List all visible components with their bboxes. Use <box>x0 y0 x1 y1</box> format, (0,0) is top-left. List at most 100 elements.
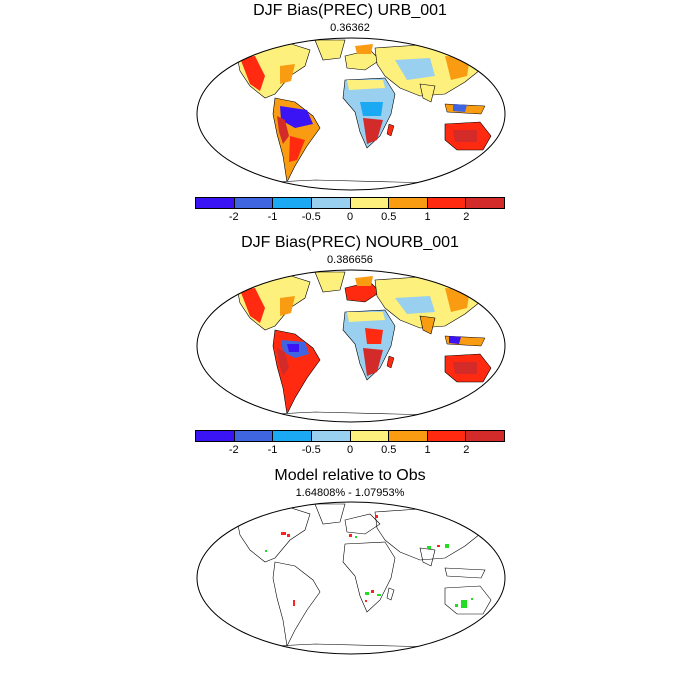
region-australia-center <box>453 130 477 142</box>
map-border <box>196 501 506 655</box>
marker-green <box>355 536 357 538</box>
panel-subtitle: 1.64808% - 1.07953% <box>295 487 405 499</box>
region-africa <box>342 309 396 381</box>
region-africa-south <box>363 118 383 144</box>
outline-europe <box>344 513 381 535</box>
outline-madagascar <box>386 587 395 601</box>
colorbar-tick: 1 <box>424 444 431 456</box>
marker-green <box>445 544 449 548</box>
marker-red <box>371 590 374 593</box>
colorbar-swatch <box>311 198 351 208</box>
panel-title: Model relative to Obs <box>274 467 426 484</box>
colorbar-swatch <box>389 431 428 441</box>
region-na-west <box>240 288 265 323</box>
outline-greenland <box>314 503 346 525</box>
region-africa-north <box>347 312 385 322</box>
world-map-urb <box>196 37 506 191</box>
colorbar-tick: 2 <box>463 211 470 223</box>
colorbar-swatch <box>466 198 504 208</box>
region-na-east <box>280 296 295 316</box>
colorbar-tick: 2 <box>463 444 470 456</box>
region-greenland <box>314 271 346 293</box>
marker-red <box>293 600 295 606</box>
outline-africa <box>342 541 396 613</box>
region-asia-central <box>395 296 435 314</box>
region-amazon-core <box>287 344 299 352</box>
colorbar-tick: -1 <box>267 444 278 456</box>
outline-south-america <box>272 561 321 647</box>
region-india <box>419 315 436 335</box>
marker-green <box>427 546 431 549</box>
marker-green <box>461 600 467 608</box>
marker-red <box>437 545 440 547</box>
colorbar-tick: 0.5 <box>381 211 397 223</box>
region-africa-north <box>347 80 385 90</box>
colorbar-swatch <box>311 431 351 441</box>
colorbar-swatch <box>427 198 467 208</box>
region-na-east <box>280 64 295 84</box>
colorbar-tick: -2 <box>228 211 239 223</box>
panel-title: DJF Bias(PREC) URB_001 <box>253 2 447 19</box>
region-sa-south <box>289 136 305 162</box>
region-madagascar <box>386 355 395 369</box>
colorbar-swatch <box>196 431 235 441</box>
marker-red <box>349 534 352 537</box>
colorbar-swatches <box>195 197 505 209</box>
panel-title: DJF Bias(PREC) NOURB_001 <box>241 234 459 251</box>
colorbar-urb: -2 -1 -0.5 0 0.5 1 2 <box>195 197 505 225</box>
marker-green <box>377 594 381 596</box>
colorbar-tick: 1 <box>424 211 431 223</box>
colorbar-swatch <box>234 198 274 208</box>
region-new-zealand <box>491 379 501 393</box>
colorbar-swatch <box>234 431 274 441</box>
region-new-zealand <box>491 147 501 161</box>
marker-red <box>281 532 286 535</box>
outline-australia <box>444 585 492 615</box>
outline-indonesia <box>444 567 486 579</box>
world-map-relative <box>196 501 506 655</box>
colorbar-tick: -0.5 <box>301 211 321 223</box>
colorbar-tick: -2 <box>228 444 239 456</box>
colorbar-nourb: -2 -1 -0.5 0 0.5 1 2 <box>195 430 505 458</box>
colorbar-swatch <box>350 198 390 208</box>
marker-green <box>265 550 267 552</box>
region-andes <box>277 348 289 376</box>
marker-green <box>455 604 458 607</box>
panel-subtitle: 0.36362 <box>330 22 370 34</box>
region-india <box>419 83 436 103</box>
outline-north-america <box>234 505 311 563</box>
map-border <box>196 37 506 191</box>
region-indonesia-wet <box>449 336 461 344</box>
colorbar-tick: 0.5 <box>381 444 397 456</box>
marker-red <box>287 534 290 537</box>
colorbar-swatch <box>389 198 428 208</box>
outline-new-zealand <box>491 611 501 625</box>
colorbar-labels: -2 -1 -0.5 0 0.5 1 2 <box>195 209 505 225</box>
marker-green <box>471 598 473 600</box>
outline-india <box>419 547 436 567</box>
region-australia-center <box>453 362 477 374</box>
colorbar-tick: -1 <box>267 211 278 223</box>
colorbar-tick: 0 <box>346 444 354 456</box>
panel-subtitle: 0.386656 <box>327 254 373 266</box>
region-asia-central <box>395 58 435 80</box>
marker-green <box>365 592 369 595</box>
colorbar-swatch <box>427 431 467 441</box>
colorbar-tick: -0.5 <box>301 444 321 456</box>
colorbar-swatch <box>273 431 312 441</box>
region-africa-south <box>363 348 383 376</box>
region-greenland <box>314 39 346 61</box>
region-na-west <box>240 56 265 91</box>
colorbar-swatch <box>196 198 235 208</box>
region-europe-north <box>355 276 373 286</box>
region-africa-central <box>360 102 383 116</box>
significance-markers <box>265 515 473 608</box>
region-madagascar <box>386 123 395 137</box>
marker-red <box>375 515 378 518</box>
colorbar-swatch <box>466 431 504 441</box>
world-map-nourb <box>196 269 506 423</box>
map-border <box>196 269 506 423</box>
colorbar-swatch <box>350 431 390 441</box>
colorbar-labels: -2 -1 -0.5 0 0.5 1 2 <box>195 442 505 458</box>
region-europe-north <box>355 44 373 54</box>
